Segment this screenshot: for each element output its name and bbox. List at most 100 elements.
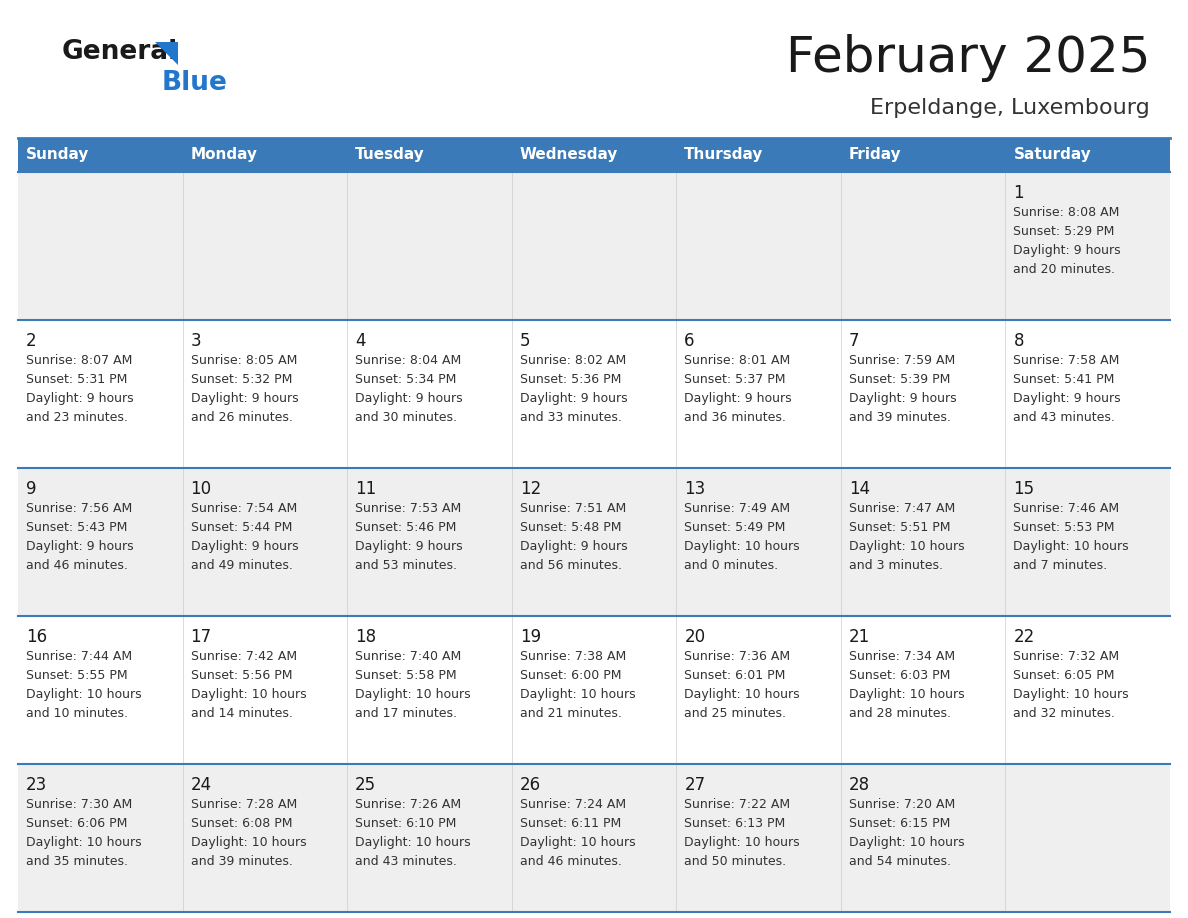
Text: Sunset: 6:00 PM: Sunset: 6:00 PM — [519, 669, 621, 682]
Text: and 3 minutes.: and 3 minutes. — [849, 559, 943, 572]
Text: Daylight: 10 hours: Daylight: 10 hours — [684, 688, 800, 701]
Text: 2: 2 — [26, 332, 37, 350]
Bar — [512, 320, 676, 468]
Text: and 39 minutes.: and 39 minutes. — [849, 411, 950, 424]
Text: Sunrise: 8:05 AM: Sunrise: 8:05 AM — [190, 354, 297, 367]
Text: Sunrise: 7:40 AM: Sunrise: 7:40 AM — [355, 650, 461, 663]
Text: Daylight: 10 hours: Daylight: 10 hours — [26, 836, 141, 849]
Bar — [676, 172, 841, 320]
Text: 18: 18 — [355, 628, 377, 646]
Text: Sunrise: 7:20 AM: Sunrise: 7:20 AM — [849, 798, 955, 811]
Text: 16: 16 — [26, 628, 48, 646]
Text: and 32 minutes.: and 32 minutes. — [1013, 707, 1116, 720]
Text: Sunset: 6:15 PM: Sunset: 6:15 PM — [849, 817, 950, 830]
Text: Sunrise: 7:34 AM: Sunrise: 7:34 AM — [849, 650, 955, 663]
Text: and 54 minutes.: and 54 minutes. — [849, 855, 950, 868]
Text: 17: 17 — [190, 628, 211, 646]
Text: Saturday: Saturday — [1013, 148, 1092, 162]
Text: Sunset: 5:48 PM: Sunset: 5:48 PM — [519, 521, 621, 534]
Bar — [676, 764, 841, 912]
Text: Sunset: 5:37 PM: Sunset: 5:37 PM — [684, 373, 785, 386]
Bar — [512, 172, 676, 320]
Bar — [841, 138, 1005, 172]
Text: Sunrise: 8:01 AM: Sunrise: 8:01 AM — [684, 354, 790, 367]
Bar — [183, 172, 347, 320]
Bar — [1005, 764, 1170, 912]
Text: 1: 1 — [1013, 184, 1024, 202]
Text: 10: 10 — [190, 480, 211, 498]
Text: Sunrise: 8:02 AM: Sunrise: 8:02 AM — [519, 354, 626, 367]
Text: and 46 minutes.: and 46 minutes. — [26, 559, 128, 572]
Bar — [841, 320, 1005, 468]
Bar — [347, 468, 512, 616]
Bar — [347, 172, 512, 320]
Text: Sunset: 5:49 PM: Sunset: 5:49 PM — [684, 521, 785, 534]
Text: and 28 minutes.: and 28 minutes. — [849, 707, 950, 720]
Text: Daylight: 10 hours: Daylight: 10 hours — [849, 836, 965, 849]
Bar — [512, 616, 676, 764]
Bar — [18, 172, 183, 320]
Text: Daylight: 9 hours: Daylight: 9 hours — [190, 392, 298, 405]
Text: Sunset: 5:51 PM: Sunset: 5:51 PM — [849, 521, 950, 534]
Text: Erpeldange, Luxembourg: Erpeldange, Luxembourg — [871, 98, 1150, 118]
Text: Sunrise: 7:32 AM: Sunrise: 7:32 AM — [1013, 650, 1119, 663]
Text: and 50 minutes.: and 50 minutes. — [684, 855, 786, 868]
Bar — [1005, 172, 1170, 320]
Bar — [18, 616, 183, 764]
Text: 3: 3 — [190, 332, 201, 350]
Text: Sunrise: 7:38 AM: Sunrise: 7:38 AM — [519, 650, 626, 663]
Text: and 43 minutes.: and 43 minutes. — [355, 855, 457, 868]
Bar — [18, 138, 183, 172]
Text: 5: 5 — [519, 332, 530, 350]
Text: February 2025: February 2025 — [785, 34, 1150, 82]
Text: and 21 minutes.: and 21 minutes. — [519, 707, 621, 720]
Text: Sunrise: 7:59 AM: Sunrise: 7:59 AM — [849, 354, 955, 367]
Text: Sunset: 5:44 PM: Sunset: 5:44 PM — [190, 521, 292, 534]
Bar — [841, 616, 1005, 764]
Text: Daylight: 10 hours: Daylight: 10 hours — [519, 836, 636, 849]
Text: Daylight: 9 hours: Daylight: 9 hours — [1013, 244, 1121, 257]
Text: 22: 22 — [1013, 628, 1035, 646]
Text: General: General — [62, 39, 178, 65]
Bar — [676, 616, 841, 764]
Text: Daylight: 10 hours: Daylight: 10 hours — [849, 540, 965, 553]
Text: 12: 12 — [519, 480, 541, 498]
Text: 11: 11 — [355, 480, 377, 498]
Text: Daylight: 10 hours: Daylight: 10 hours — [1013, 540, 1129, 553]
Text: Sunrise: 7:58 AM: Sunrise: 7:58 AM — [1013, 354, 1120, 367]
Text: and 20 minutes.: and 20 minutes. — [1013, 263, 1116, 276]
Text: Sunrise: 7:24 AM: Sunrise: 7:24 AM — [519, 798, 626, 811]
Text: and 23 minutes.: and 23 minutes. — [26, 411, 128, 424]
Text: Sunset: 5:29 PM: Sunset: 5:29 PM — [1013, 225, 1114, 238]
Text: 19: 19 — [519, 628, 541, 646]
Text: Sunset: 5:55 PM: Sunset: 5:55 PM — [26, 669, 127, 682]
Text: Sunset: 6:13 PM: Sunset: 6:13 PM — [684, 817, 785, 830]
Text: Sunset: 5:31 PM: Sunset: 5:31 PM — [26, 373, 127, 386]
Text: Sunrise: 7:44 AM: Sunrise: 7:44 AM — [26, 650, 132, 663]
Text: Sunrise: 7:26 AM: Sunrise: 7:26 AM — [355, 798, 461, 811]
Text: and 33 minutes.: and 33 minutes. — [519, 411, 621, 424]
Text: 26: 26 — [519, 776, 541, 794]
Bar — [676, 320, 841, 468]
Bar — [347, 764, 512, 912]
Bar — [676, 138, 841, 172]
Bar — [18, 468, 183, 616]
Bar — [183, 138, 347, 172]
Text: Sunrise: 8:08 AM: Sunrise: 8:08 AM — [1013, 206, 1120, 219]
Polygon shape — [154, 42, 178, 65]
Bar — [512, 468, 676, 616]
Bar — [347, 616, 512, 764]
Text: Tuesday: Tuesday — [355, 148, 425, 162]
Text: Daylight: 9 hours: Daylight: 9 hours — [519, 540, 627, 553]
Bar — [183, 616, 347, 764]
Text: 20: 20 — [684, 628, 706, 646]
Bar — [841, 764, 1005, 912]
Bar — [1005, 320, 1170, 468]
Text: Sunrise: 8:07 AM: Sunrise: 8:07 AM — [26, 354, 132, 367]
Text: Daylight: 9 hours: Daylight: 9 hours — [26, 540, 133, 553]
Text: Daylight: 10 hours: Daylight: 10 hours — [849, 688, 965, 701]
Text: Sunset: 5:43 PM: Sunset: 5:43 PM — [26, 521, 127, 534]
Text: Daylight: 9 hours: Daylight: 9 hours — [684, 392, 792, 405]
Text: Blue: Blue — [162, 70, 228, 96]
Text: Sunrise: 7:49 AM: Sunrise: 7:49 AM — [684, 502, 790, 515]
